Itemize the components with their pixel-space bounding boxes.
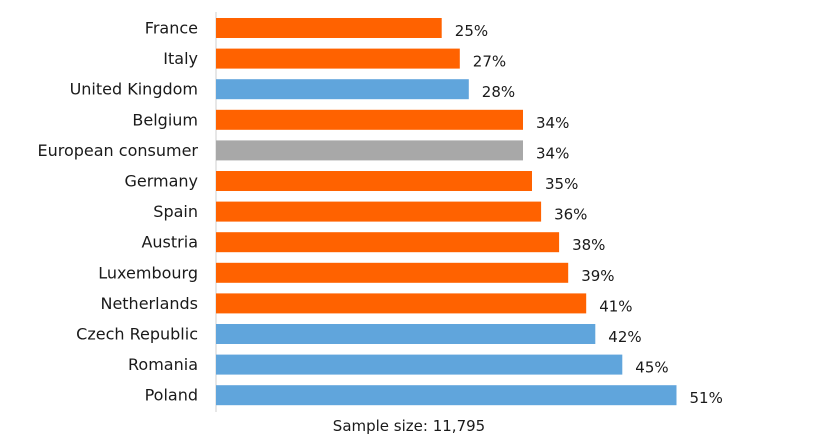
bar-poland — [216, 385, 677, 406]
value-label-czech-republic: 42% — [608, 328, 641, 346]
bar-spain — [216, 201, 542, 222]
value-label-netherlands: 41% — [599, 297, 632, 315]
value-label-france: 25% — [455, 22, 488, 40]
sample-size-footnote: Sample size: 11,795 — [333, 417, 485, 435]
bar-romania — [216, 354, 623, 375]
value-labels-group: 25% 27% 28% 34% 34% 35% 36% 38% 39% 41% 42% 45% 51% — [455, 22, 723, 407]
bar-czech-republic — [216, 324, 596, 344]
bar-belgium — [216, 109, 523, 130]
value-label-germany: 35% — [545, 175, 578, 193]
category-label-austria: Austria — [141, 233, 198, 252]
category-label-united-kingdom: United Kingdom — [70, 80, 198, 99]
category-label-netherlands: Netherlands — [100, 294, 198, 313]
category-label-luxembourg: Luxembourg — [98, 263, 198, 282]
bar-united-kingdom — [216, 79, 469, 100]
category-label-spain: Spain — [153, 202, 198, 221]
category-label-italy: Italy — [163, 49, 198, 68]
value-label-romania: 45% — [635, 359, 668, 377]
category-label-belgium: Belgium — [132, 110, 198, 129]
category-label-france: France — [145, 19, 198, 38]
value-label-belgium: 34% — [536, 114, 569, 132]
value-label-luxembourg: 39% — [581, 267, 614, 285]
bar-austria — [216, 232, 560, 253]
bar-netherlands — [216, 293, 587, 314]
value-label-spain: 36% — [554, 206, 587, 224]
value-label-european-consumer: 34% — [536, 144, 569, 162]
value-label-united-kingdom: 28% — [482, 83, 515, 101]
category-label-czech-republic: Czech Republic — [76, 325, 198, 344]
value-label-poland: 51% — [690, 389, 723, 407]
value-label-italy: 27% — [473, 53, 506, 71]
bar-italy — [216, 48, 460, 69]
value-label-austria: 38% — [572, 236, 605, 254]
category-label-poland: Poland — [145, 386, 198, 405]
category-labels-group: France Italy United Kingdom Belgium European… — [37, 19, 198, 405]
bars-group — [216, 18, 677, 406]
category-label-romania: Romania — [128, 355, 198, 374]
category-label-european-consumer: European consumer — [37, 141, 198, 160]
bar-luxembourg — [216, 262, 569, 283]
bar-france — [216, 18, 442, 38]
category-label-germany: Germany — [124, 172, 198, 191]
bar-germany — [216, 171, 532, 191]
bar-european-consumer — [216, 140, 523, 161]
